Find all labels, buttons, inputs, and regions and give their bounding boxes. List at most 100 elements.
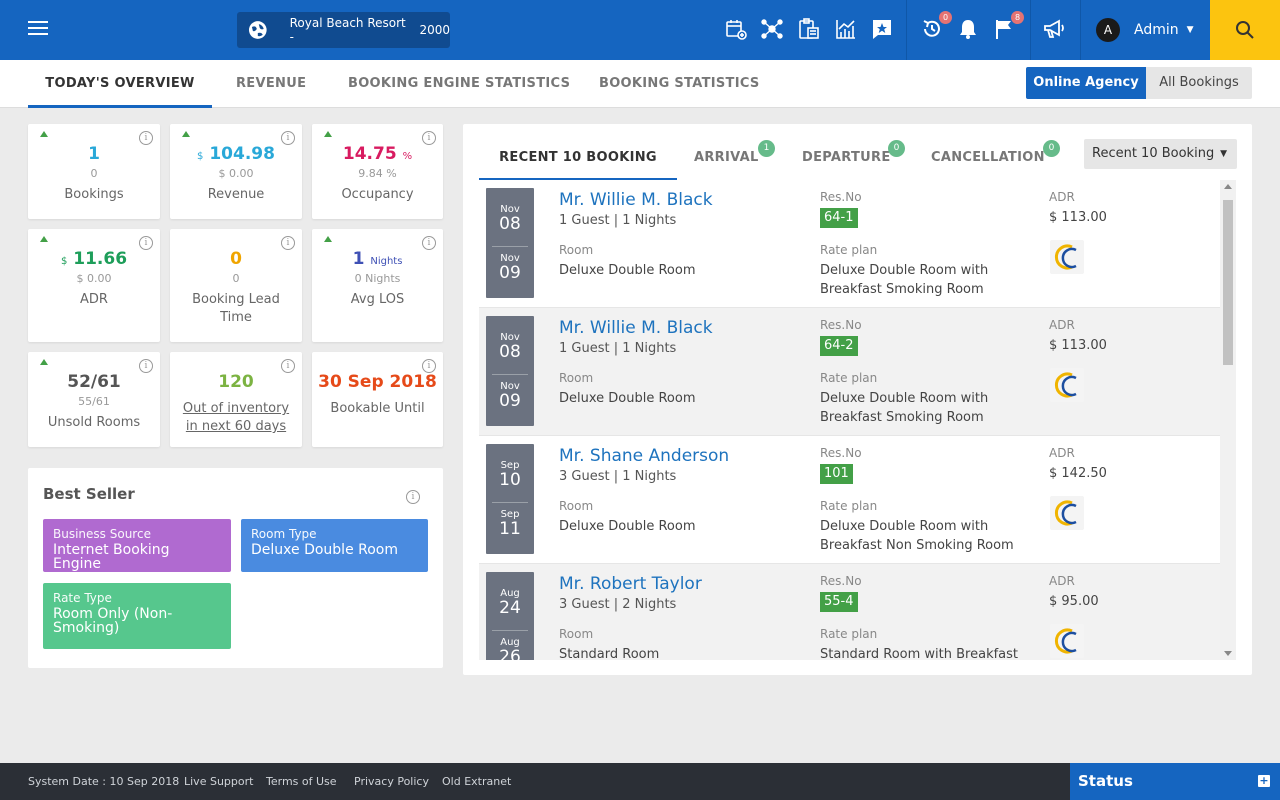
adr-label: ADR (1049, 318, 1075, 332)
tab-todays-overview[interactable]: TODAY'S OVERVIEW (28, 60, 212, 108)
kpi-previous: $ 0.00 (218, 167, 254, 180)
system-date: System Date : 10 Sep 2018 (28, 775, 180, 788)
flag-icon[interactable]: 8 (992, 11, 1024, 41)
megaphone-icon[interactable] (1042, 17, 1066, 41)
online-agency-toggle[interactable]: Online Agency (1026, 67, 1146, 99)
scrollbar-thumb[interactable] (1223, 200, 1233, 365)
tab-arrival[interactable]: ARRIVAL (694, 150, 759, 165)
kpi-prefix: $ (60, 256, 68, 267)
info-icon[interactable]: i (422, 236, 436, 250)
history-badge: 0 (939, 11, 952, 24)
checkin-month: Nov (500, 332, 520, 343)
booking-row[interactable]: Nov 08 Nov 09 Mr. Willie M. Black 1 Gues… (479, 308, 1221, 436)
scroll-down-icon[interactable] (1224, 651, 1232, 656)
booking-list[interactable]: Nov 08 Nov 09 Mr. Willie M. Black 1 Gues… (479, 180, 1221, 660)
kpi-value: 1 (88, 144, 100, 164)
footer-link-live-support[interactable]: Live Support (184, 775, 254, 788)
tab-recent-bookings[interactable]: RECENT 10 BOOKING (479, 144, 677, 180)
guest-name-link[interactable]: Mr. Willie M. Black (559, 190, 713, 210)
rate-plan: Deluxe Double Room with Breakfast Smokin… (820, 391, 989, 425)
tab-cancellation[interactable]: CANCELLATION (931, 150, 1045, 165)
kpi-previous: 9.84 % (358, 167, 397, 180)
info-icon[interactable]: i (406, 490, 420, 504)
network-icon[interactable] (760, 17, 784, 41)
checkout-day: 09 (499, 391, 521, 411)
room-type: Deluxe Double Room (559, 391, 696, 406)
info-icon[interactable]: i (139, 131, 153, 145)
top-bar: Royal Beach Resort - 2000 0 8 A Admin ▼ (0, 0, 1280, 60)
info-icon[interactable]: i (422, 359, 436, 373)
calendar-add-icon[interactable] (724, 17, 748, 41)
best-seller-tile[interactable]: Room Type Deluxe Double Room (241, 519, 428, 572)
res-no-badge: 55-4 (820, 592, 858, 612)
search-button[interactable] (1210, 0, 1280, 60)
info-icon[interactable]: i (139, 359, 153, 373)
tab-revenue[interactable]: REVENUE (236, 76, 307, 91)
kpi-value-row: 30 Sep 2018 (312, 372, 443, 392)
tile-value: Deluxe Double Room (251, 542, 398, 558)
adr-label: ADR (1049, 574, 1075, 588)
tile-key: Room Type (251, 527, 317, 541)
kpi-occupancy-card: i 14.75 % 9.84 % Occupancy (312, 124, 443, 219)
footer-link-old-extranet[interactable]: Old Extranet (442, 775, 512, 788)
kpi-value-row: 1 Nights (312, 249, 443, 269)
adr-value: $ 113.00 (1049, 210, 1107, 225)
guest-meta: 3 Guest | 2 Nights (559, 597, 677, 612)
stay-dates: Sep 10 Sep 11 (486, 444, 534, 554)
kpi-value: 104.98 (209, 144, 275, 164)
booking-row[interactable]: Aug 24 Aug 26 Mr. Robert Taylor 3 Guest … (479, 564, 1221, 660)
res-no-badge: 101 (820, 464, 853, 484)
checkout-month: Nov (492, 374, 528, 392)
info-icon[interactable]: i (422, 131, 436, 145)
scroll-up-icon[interactable] (1224, 184, 1232, 189)
footer-link-privacy[interactable]: Privacy Policy (354, 775, 429, 788)
tab-booking-statistics[interactable]: BOOKING STATISTICS (599, 76, 760, 91)
out-of-inventory-link[interactable]: Out of inventory in next 60 days (182, 401, 290, 434)
chart-icon[interactable] (834, 17, 858, 41)
trend-up-icon (40, 131, 48, 137)
best-seller-tile[interactable]: Business Source Internet Booking Engine (43, 519, 231, 572)
info-icon[interactable]: i (281, 236, 295, 250)
checkin-day: 08 (499, 214, 521, 234)
kpi-previous: 0 (232, 272, 240, 285)
res-no-badge: 64-2 (820, 336, 858, 356)
clipboard-icon[interactable] (797, 17, 821, 41)
info-icon[interactable]: i (281, 131, 295, 145)
booking-list-scrollbar[interactable] (1220, 180, 1236, 660)
flags-badge: 8 (1011, 11, 1024, 24)
bell-icon[interactable] (956, 17, 980, 41)
kpi-value-row: 0 (170, 249, 302, 269)
info-icon[interactable]: i (139, 236, 153, 250)
res-no-label: Res.No (820, 446, 862, 460)
tab-departure[interactable]: DEPARTURE (802, 150, 891, 165)
all-bookings-toggle[interactable]: All Bookings (1146, 67, 1252, 99)
best-seller-tile[interactable]: Rate Type Room Only (Non-Smoking) (43, 583, 231, 649)
checkin-month: Nov (500, 204, 520, 215)
res-no-badge: 64-1 (820, 208, 858, 228)
footer-link-terms[interactable]: Terms of Use (266, 775, 337, 788)
checkin-day: 24 (499, 598, 521, 618)
star-review-icon[interactable] (870, 17, 894, 41)
booking-source-logo-icon (1050, 368, 1084, 402)
hotel-selector[interactable]: Royal Beach Resort - 2000 (237, 12, 450, 48)
kpi-label: Booking Lead Time (192, 292, 280, 325)
guest-name-link[interactable]: Mr. Robert Taylor (559, 574, 702, 594)
adr-value: $ 95.00 (1049, 594, 1099, 609)
guest-name-link[interactable]: Mr. Willie M. Black (559, 318, 713, 338)
guest-name-link[interactable]: Mr. Shane Anderson (559, 446, 730, 466)
departure-badge: 0 (888, 140, 905, 157)
booking-row[interactable]: Sep 10 Sep 11 Mr. Shane Anderson 3 Guest… (479, 436, 1221, 564)
adr-value: $ 142.50 (1049, 466, 1107, 481)
booking-row[interactable]: Nov 08 Nov 09 Mr. Willie M. Black 1 Gues… (479, 180, 1221, 308)
checkin-month: Sep (500, 460, 520, 471)
history-icon[interactable]: 0 (920, 11, 952, 41)
user-name: Admin (1134, 22, 1179, 38)
booking-filter-select[interactable]: Recent 10 Booking ▼ (1084, 139, 1237, 169)
info-icon[interactable]: i (281, 359, 295, 373)
tab-booking-engine-statistics[interactable]: BOOKING ENGINE STATISTICS (348, 76, 571, 91)
room-type: Deluxe Double Room (559, 263, 696, 278)
status-button[interactable]: Status + (1070, 763, 1280, 800)
kpi-label: ADR (80, 292, 108, 307)
hamburger-menu-icon[interactable] (28, 21, 48, 37)
user-menu[interactable]: A Admin ▼ (1096, 18, 1194, 42)
